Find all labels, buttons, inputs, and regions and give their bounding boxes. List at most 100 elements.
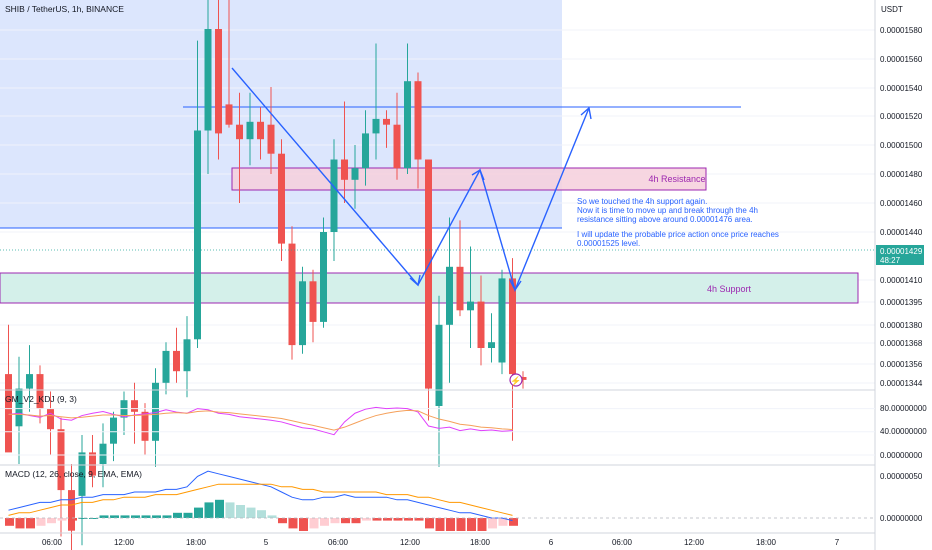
annotation-line-5: 0.00001525 level. [577,239,640,248]
macd-hist-bar [288,518,298,529]
candle-body [414,81,422,160]
macd-hist-bar [47,518,56,524]
candle-body [309,281,317,322]
annotation-line-4: I will update the probable price action … [577,230,779,239]
annotation-line-2: Now it is time to move up and break thro… [577,206,758,215]
candle-body [477,301,485,348]
macd-hist-bar [120,515,130,518]
macd-hist-bar [446,518,455,531]
candle-body [446,266,453,325]
candle-body [383,118,390,125]
resistance-label: 4h Resistance [648,174,705,184]
macd-hist-bar [68,518,77,521]
kdj-d-line [8,409,513,431]
price-tick-label: 0.00001520 [880,112,923,121]
projection-arrows [231,67,592,293]
macd-hist-bar [320,518,329,526]
price-tick-label: 0.00001580 [880,26,923,35]
last-price-value: 0.00001429 [880,247,923,256]
candle-body [362,133,369,169]
candle-body [183,339,191,372]
price-tick-label: 0.00001344 [880,379,923,388]
candle-body [141,411,149,441]
macd-hist-bar [78,518,88,519]
macd-hist-bar [89,518,98,519]
macd-hist-bar [204,502,214,518]
annotation-line-1: So we touched the 4h support again. [577,197,707,206]
macd-hist-bar [498,518,508,526]
candle-body [5,374,12,453]
candle-body [425,159,432,389]
macd-hist-bar [257,510,266,518]
candle-body [162,350,170,383]
candle-body [488,342,495,348]
candle-body [110,417,117,444]
resistance-zone [231,167,707,191]
macd-hist-bar [15,518,25,529]
macd-hist-bar [225,502,235,518]
kdj-k-line [8,406,513,436]
time-tick-label: 18:00 [756,538,777,547]
lightning-icon[interactable]: ⚡ [509,373,523,387]
currency-label: USDT [881,5,903,14]
time-tick-label: 06:00 [42,538,63,547]
candle-body [257,121,264,140]
candle-body [47,408,54,430]
svg-text:⚡: ⚡ [510,375,521,387]
time-tick-label: 06:00 [612,538,633,547]
time-tick-label: 6 [549,538,554,547]
macd-hist-bar [215,499,224,518]
macd-signal-line [8,483,513,516]
annotation-line-3: resistance sitting above around 0.000014… [577,215,753,224]
macd-hist-bar [372,518,382,521]
time-axis[interactable]: 06:00 12:00 18:00 5 06:00 12:00 18:00 6 06:00 12:… [42,538,840,547]
price-tick-label: 0.00001440 [880,228,923,237]
candle-body [467,301,474,311]
macd-hist-bar [383,518,392,521]
candle-body [351,168,359,180]
candle-body [267,124,275,154]
kdj-grid [0,408,875,456]
macd-title: MACD (12, 26, close, 9, EMA, EMA) [5,469,142,479]
candle-body [509,278,516,375]
time-tick-label: 12:00 [400,538,421,547]
macd-hist-bar [351,518,361,524]
candle-countdown: 48:27 [880,256,901,265]
time-tick-label: 7 [835,538,840,547]
time-tick-label: 18:00 [470,538,491,547]
kdj-title: GM_V2_KDJ (9, 3) [5,394,77,404]
price-tick-label: 0.00001395 [880,298,923,307]
macd-hist-bar [477,518,487,531]
time-tick-label: 12:00 [684,538,705,547]
macd-hist-bar [509,518,518,526]
candle-body [152,382,159,441]
time-tick-label: 12:00 [114,538,135,547]
price-axis[interactable]: 0.00001580 0.00001560 0.00001540 0.00001520… [880,26,923,388]
macd-hist-bar [36,518,46,526]
price-tick-label: 0.00001460 [880,199,923,208]
candle-body [330,159,338,232]
macd-hist-bar [5,518,14,526]
macd-hist-bar [183,512,193,518]
candle-body [57,429,65,491]
macd-hist-bar [309,518,319,529]
candle-body [435,324,443,406]
candle-body [225,104,233,125]
macd-hist-bar [110,515,119,518]
candle-body [194,130,201,340]
candle-body [173,350,180,372]
macd-hist-bar [393,518,403,521]
candle-body [89,452,96,476]
annotation: So we touched the 4h support again. Now … [577,197,779,248]
macd-hist-bar [246,507,256,518]
macd-hist-bar [267,515,277,518]
candle-body [26,374,33,389]
macd-hist-bar [425,518,434,529]
candle-body [36,374,44,409]
macd-hist-bar [26,518,35,529]
price-tick-label: 0.00001380 [880,321,923,330]
price-tick-label: 0.00001410 [880,276,923,285]
support-label: 4h Support [707,284,752,294]
kdj-tick-80: 80.00000000 [880,404,927,413]
